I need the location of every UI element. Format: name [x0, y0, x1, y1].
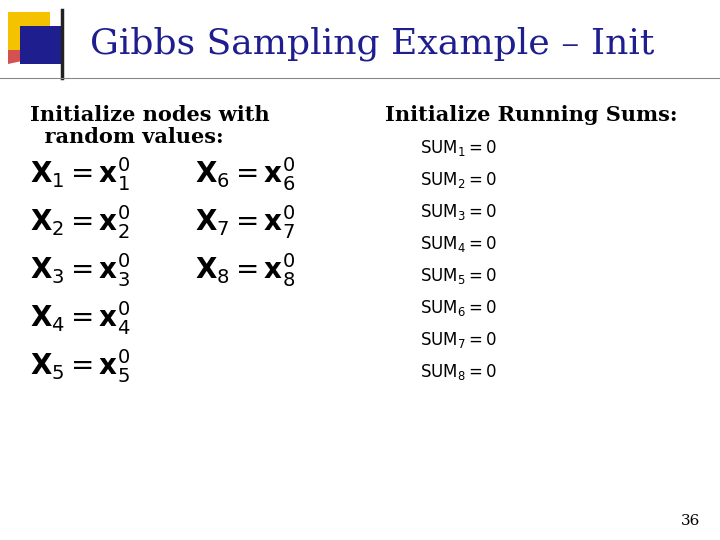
Text: $\mathbf{X}_{6} = \mathbf{x}_{6}^{0}$: $\mathbf{X}_{6} = \mathbf{x}_{6}^{0}$	[195, 155, 295, 193]
Text: $\mathrm{SUM}_{7} = 0$: $\mathrm{SUM}_{7} = 0$	[420, 330, 497, 350]
Text: $\mathrm{SUM}_{1} = 0$: $\mathrm{SUM}_{1} = 0$	[420, 138, 497, 158]
Text: $\mathbf{X}_{8} = \mathbf{x}_{8}^{0}$: $\mathbf{X}_{8} = \mathbf{x}_{8}^{0}$	[195, 251, 295, 289]
Text: Initialize Running Sums:: Initialize Running Sums:	[385, 105, 678, 125]
Text: $\mathrm{SUM}_{2} = 0$: $\mathrm{SUM}_{2} = 0$	[420, 170, 497, 190]
Text: random values:: random values:	[30, 127, 224, 147]
Text: $\mathbf{X}_{4} = \mathbf{x}_{4}^{0}$: $\mathbf{X}_{4} = \mathbf{x}_{4}^{0}$	[30, 299, 130, 337]
FancyBboxPatch shape	[8, 12, 50, 50]
Text: $\mathbf{X}_{1} = \mathbf{x}_{1}^{0}$: $\mathbf{X}_{1} = \mathbf{x}_{1}^{0}$	[30, 155, 130, 193]
Text: 36: 36	[680, 514, 700, 528]
Text: $\mathrm{SUM}_{8} = 0$: $\mathrm{SUM}_{8} = 0$	[420, 362, 497, 382]
Text: $\mathrm{SUM}_{6} = 0$: $\mathrm{SUM}_{6} = 0$	[420, 298, 497, 318]
Text: $\mathbf{X}_{2} = \mathbf{x}_{2}^{0}$: $\mathbf{X}_{2} = \mathbf{x}_{2}^{0}$	[30, 203, 130, 241]
Text: Gibbs Sampling Example – Init: Gibbs Sampling Example – Init	[90, 27, 654, 61]
Polygon shape	[8, 30, 36, 64]
FancyBboxPatch shape	[20, 26, 62, 64]
Text: $\mathrm{SUM}_{3} = 0$: $\mathrm{SUM}_{3} = 0$	[420, 202, 497, 222]
Text: $\mathbf{X}_{5} = \mathbf{x}_{5}^{0}$: $\mathbf{X}_{5} = \mathbf{x}_{5}^{0}$	[30, 347, 130, 385]
Text: Initialize nodes with: Initialize nodes with	[30, 105, 269, 125]
Text: $\mathbf{X}_{3} = \mathbf{x}_{3}^{0}$: $\mathbf{X}_{3} = \mathbf{x}_{3}^{0}$	[30, 251, 130, 289]
Text: $\mathbf{X}_{7} = \mathbf{x}_{7}^{0}$: $\mathbf{X}_{7} = \mathbf{x}_{7}^{0}$	[195, 203, 295, 241]
Text: $\mathrm{SUM}_{5} = 0$: $\mathrm{SUM}_{5} = 0$	[420, 266, 497, 286]
Text: $\mathrm{SUM}_{4} = 0$: $\mathrm{SUM}_{4} = 0$	[420, 234, 497, 254]
